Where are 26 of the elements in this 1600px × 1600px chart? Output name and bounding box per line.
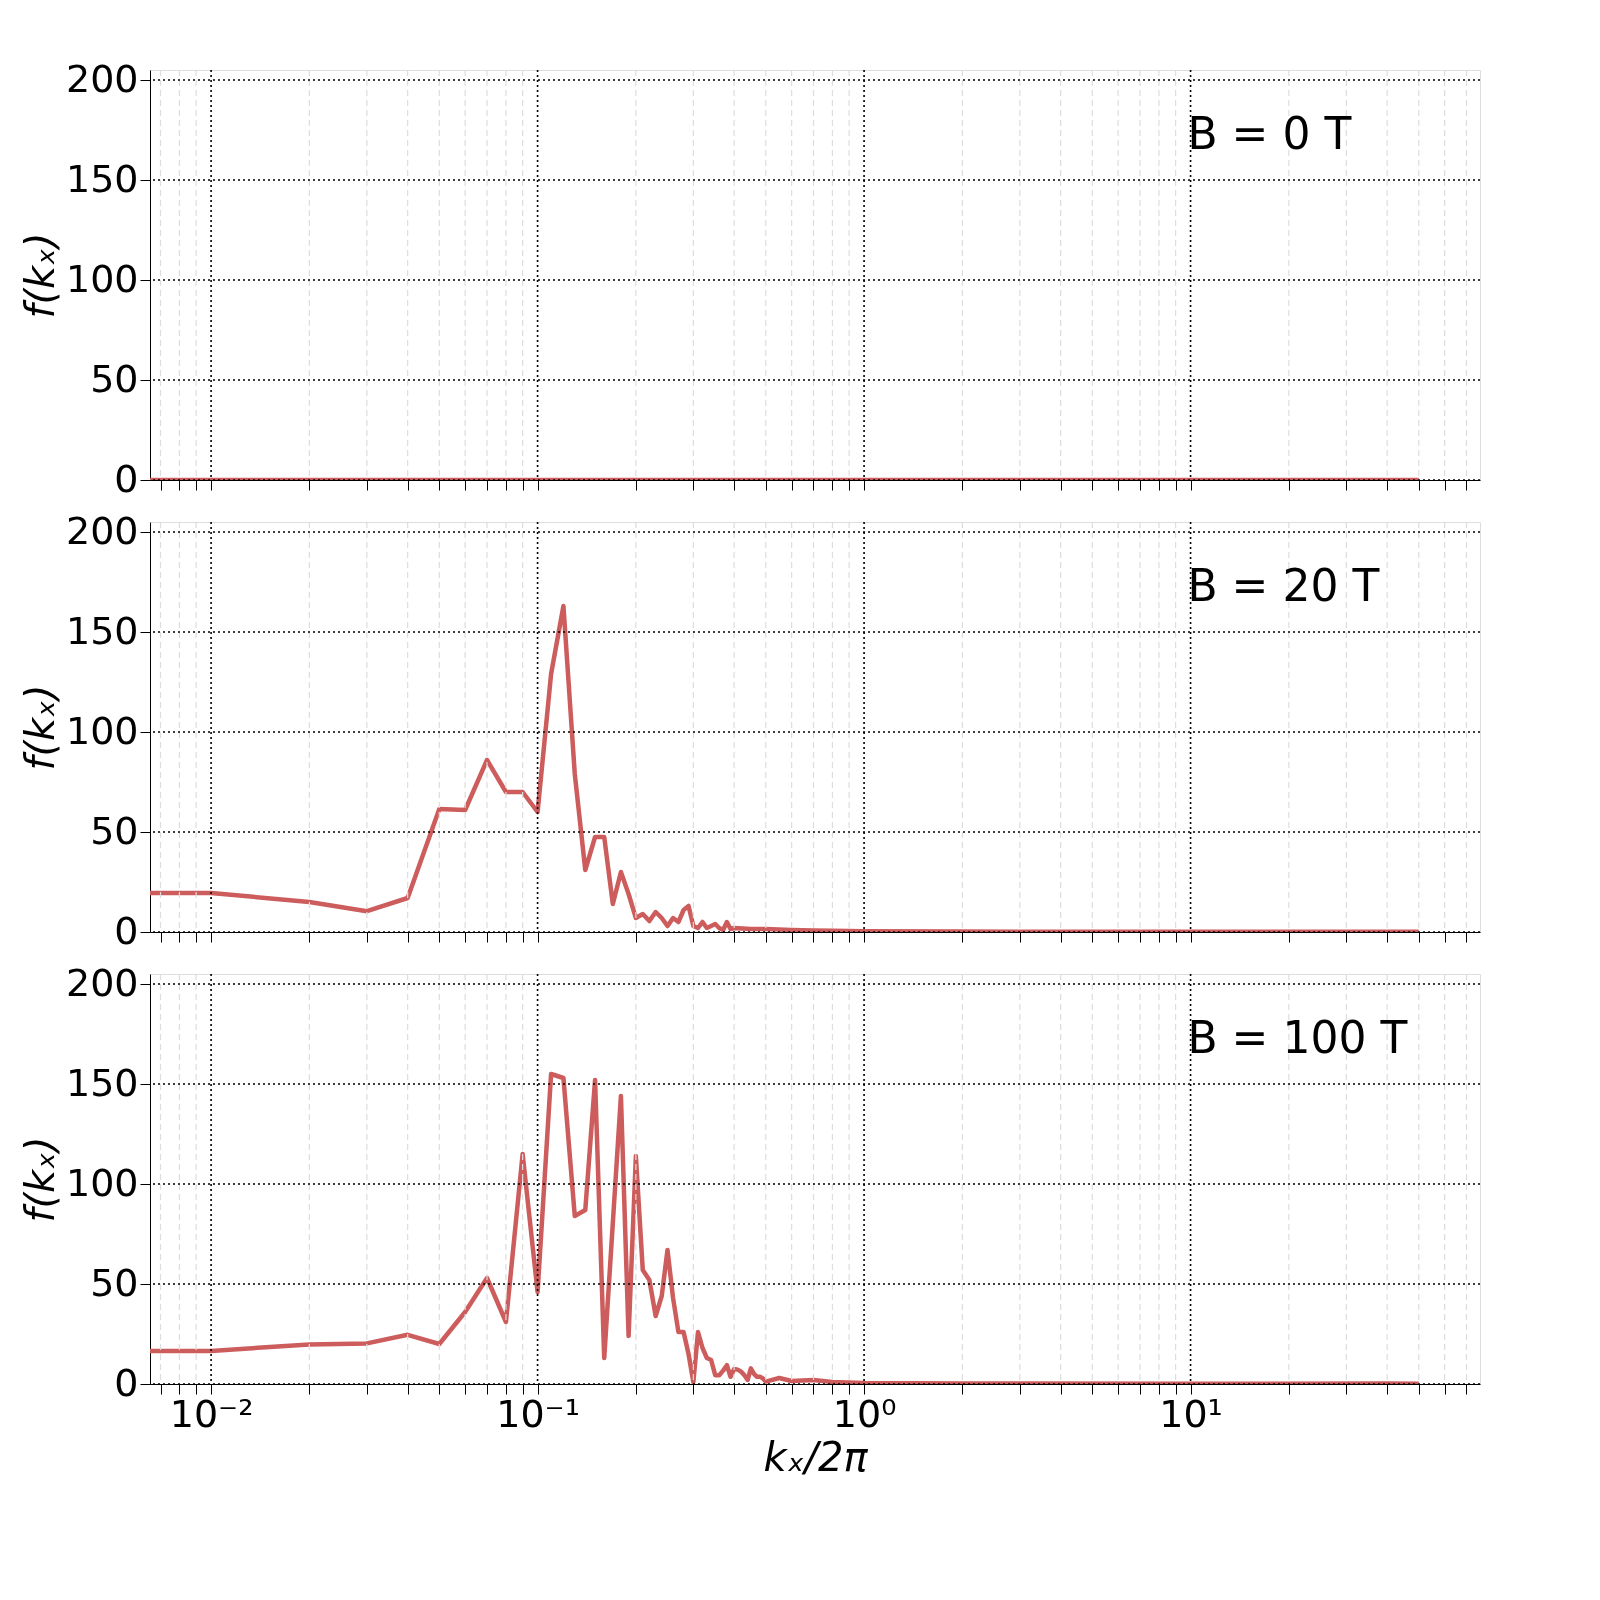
annotation: B = 20 T bbox=[1187, 559, 1380, 611]
annotation: B = 0 T bbox=[1187, 107, 1352, 159]
x-tick-label: 10⁰ bbox=[832, 1391, 897, 1436]
y-tick-label: 150 bbox=[65, 608, 139, 653]
y-axis-title: f(kₓ) bbox=[16, 1136, 63, 1223]
y-axis-title: f(kₓ) bbox=[16, 232, 63, 319]
x-tick-label: 10⁻² bbox=[169, 1391, 254, 1436]
x-tick-label: 10⁻¹ bbox=[496, 1391, 580, 1436]
y-tick-label: 100 bbox=[65, 256, 139, 301]
y-tick-label: 0 bbox=[114, 1360, 139, 1405]
y-axis-title: f(kₓ) bbox=[16, 684, 63, 771]
y-tick-label: 200 bbox=[65, 960, 139, 1005]
x-axis-title: kₓ/2π bbox=[763, 1433, 869, 1480]
y-tick-label: 0 bbox=[114, 908, 139, 953]
annotation: B = 100 T bbox=[1187, 1011, 1408, 1063]
y-tick-label: 200 bbox=[65, 508, 139, 553]
y-tick-label: 150 bbox=[65, 156, 139, 201]
y-tick-label: 50 bbox=[90, 808, 139, 853]
y-tick-label: 0 bbox=[114, 456, 139, 501]
x-tick-label: 10¹ bbox=[1159, 1391, 1223, 1436]
y-tick-label: 100 bbox=[65, 1160, 139, 1205]
y-tick-label: 100 bbox=[65, 708, 139, 753]
y-tick-label: 200 bbox=[65, 56, 139, 101]
y-tick-label: 50 bbox=[90, 356, 139, 401]
y-tick-label: 50 bbox=[90, 1260, 139, 1305]
y-tick-label: 150 bbox=[65, 1060, 139, 1105]
